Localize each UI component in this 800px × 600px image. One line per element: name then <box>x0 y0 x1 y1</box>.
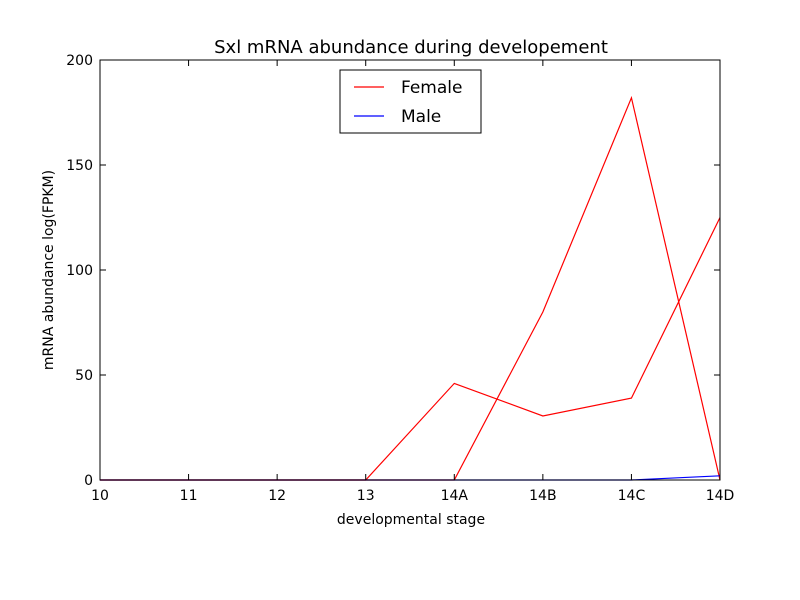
legend-label-female: Female <box>401 78 462 98</box>
chart-title: Sxl mRNA abundance during developement <box>214 37 608 58</box>
x-tick-label: 13 <box>357 488 375 504</box>
x-tick-label: 10 <box>91 488 109 504</box>
y-axis: 0 50 100 150 200 <box>66 53 720 489</box>
x-tick-label: 12 <box>268 488 286 504</box>
y-tick-label: 100 <box>66 263 93 279</box>
y-tick-label: 0 <box>84 473 93 489</box>
legend-label-male: Male <box>401 107 441 127</box>
x-axis-label: developmental stage <box>337 512 485 528</box>
series-line-female <box>100 217 721 481</box>
x-tick-label: 14C <box>618 488 646 504</box>
y-tick-label: 150 <box>66 158 93 174</box>
x-tick-label: 14B <box>529 488 556 504</box>
x-axis: 10 11 12 13 14A 14B 14C 14D <box>91 60 734 504</box>
legend: Female Male <box>339 69 482 134</box>
series-line-male <box>100 475 721 481</box>
series-line-female-2 <box>100 95 721 481</box>
y-tick-label: 200 <box>66 53 93 69</box>
y-tick-label: 50 <box>75 368 93 384</box>
series-layer <box>100 95 721 481</box>
y-axis-label: mRNA abundance log(FPKM) <box>41 170 57 370</box>
legend-box <box>339 69 482 134</box>
x-tick-label: 11 <box>180 488 198 504</box>
x-tick-label: 14A <box>441 488 469 504</box>
x-tick-label: 14D <box>706 488 735 504</box>
